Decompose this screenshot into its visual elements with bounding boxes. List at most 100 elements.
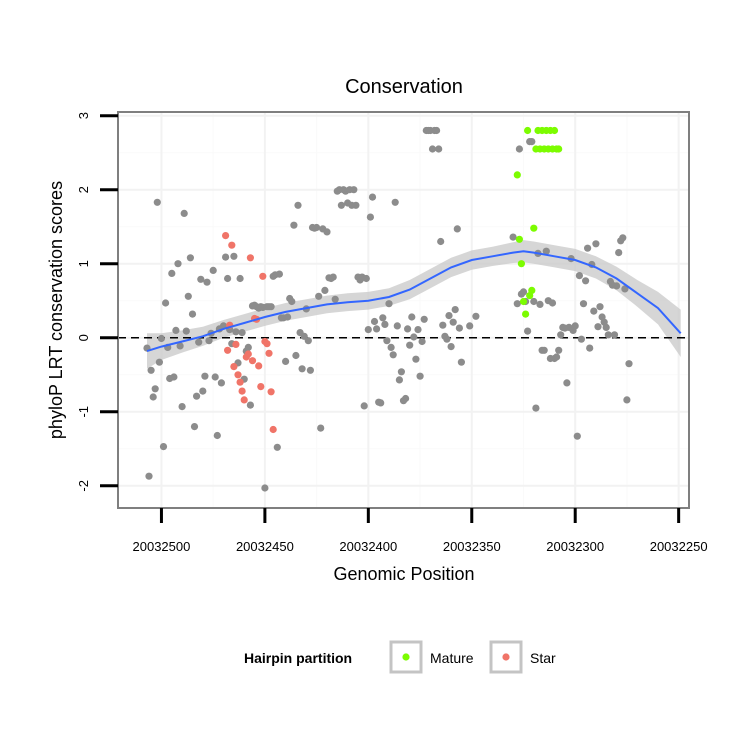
point-other bbox=[199, 387, 207, 395]
point-other bbox=[174, 260, 182, 268]
point-other bbox=[304, 337, 312, 345]
point-mature bbox=[519, 297, 528, 306]
point-other bbox=[519, 288, 528, 296]
point-other bbox=[557, 331, 565, 339]
point-other bbox=[573, 432, 581, 440]
point-other bbox=[457, 358, 465, 366]
point-mature bbox=[524, 126, 532, 135]
point-other bbox=[149, 393, 157, 401]
point-other bbox=[596, 303, 604, 311]
point-mature bbox=[530, 224, 538, 232]
point-other bbox=[509, 233, 517, 241]
point-star bbox=[232, 340, 240, 348]
point-star bbox=[244, 350, 252, 358]
point-other bbox=[582, 277, 590, 285]
point-other bbox=[610, 331, 619, 339]
point-other bbox=[455, 324, 463, 332]
point-other bbox=[211, 373, 219, 381]
point-star bbox=[234, 371, 242, 379]
point-other bbox=[563, 379, 571, 387]
point-star bbox=[248, 357, 257, 365]
legend: Hairpin partition Mature Star bbox=[244, 640, 556, 674]
point-other bbox=[433, 126, 441, 135]
x-axis: 20032500 20032450 20032400 20032350 20032300… bbox=[133, 508, 708, 554]
point-other bbox=[439, 321, 447, 329]
point-other bbox=[515, 145, 524, 153]
x-tick-label: 20032450 bbox=[236, 539, 294, 554]
point-star bbox=[240, 396, 248, 404]
point-other bbox=[321, 286, 329, 294]
point-other bbox=[397, 368, 405, 376]
y-tick-label: 3 bbox=[76, 112, 91, 119]
point-star bbox=[259, 272, 267, 280]
x-tick-label: 20032500 bbox=[133, 539, 191, 554]
x-tick-label: 20032300 bbox=[546, 539, 604, 554]
point-other bbox=[267, 303, 275, 311]
point-other bbox=[408, 313, 416, 321]
point-other bbox=[331, 295, 339, 303]
legend-title: Hairpin partition bbox=[244, 650, 352, 666]
point-other bbox=[532, 404, 540, 412]
point-other bbox=[379, 314, 387, 322]
point-mature bbox=[522, 310, 530, 318]
point-other bbox=[594, 323, 602, 331]
point-other bbox=[602, 323, 610, 331]
point-other bbox=[222, 253, 230, 261]
point-other bbox=[395, 376, 403, 384]
point-other bbox=[377, 399, 385, 407]
point-other bbox=[472, 312, 480, 320]
point-other bbox=[540, 346, 548, 354]
legend-item-star: Star bbox=[489, 640, 556, 674]
point-other bbox=[449, 318, 457, 326]
point-star bbox=[269, 425, 277, 434]
point-other bbox=[385, 300, 393, 308]
point-other bbox=[418, 337, 426, 346]
point-other bbox=[615, 249, 623, 257]
point-other bbox=[393, 322, 401, 330]
point-other bbox=[604, 331, 612, 339]
chart-title: Conservation bbox=[345, 76, 463, 98]
point-other bbox=[261, 484, 269, 492]
point-other bbox=[360, 402, 368, 410]
point-other bbox=[592, 240, 600, 248]
point-other bbox=[162, 299, 170, 307]
point-other bbox=[536, 300, 544, 308]
point-other bbox=[435, 145, 443, 153]
point-other bbox=[157, 334, 165, 343]
legend-key-star bbox=[489, 640, 523, 674]
point-other bbox=[236, 274, 244, 283]
point-other bbox=[625, 360, 633, 368]
x-tick-label: 20032350 bbox=[443, 539, 501, 554]
legend-dot-mature bbox=[402, 653, 410, 661]
point-other bbox=[445, 312, 453, 320]
point-star bbox=[246, 254, 254, 262]
point-mature bbox=[528, 286, 536, 294]
point-star bbox=[228, 241, 236, 249]
point-other bbox=[466, 322, 474, 330]
point-star bbox=[265, 349, 273, 357]
point-other bbox=[443, 335, 451, 343]
x-tick-label: 20032250 bbox=[650, 539, 708, 554]
point-other bbox=[294, 201, 302, 209]
y-tick-label: -1 bbox=[76, 406, 91, 418]
point-other bbox=[170, 373, 178, 381]
point-other bbox=[217, 379, 225, 387]
point-star bbox=[222, 232, 230, 240]
y-axis: -2 -1 0 1 2 3 bbox=[76, 112, 118, 492]
point-other bbox=[453, 225, 461, 233]
point-other bbox=[205, 337, 213, 345]
point-other bbox=[416, 372, 424, 380]
point-other bbox=[155, 358, 163, 366]
y-tick-label: 0 bbox=[76, 334, 91, 341]
point-other bbox=[553, 353, 561, 361]
point-other bbox=[579, 300, 588, 308]
point-other bbox=[350, 186, 358, 194]
point-other bbox=[623, 396, 631, 404]
point-other bbox=[224, 274, 232, 283]
point-other bbox=[530, 297, 538, 306]
point-other bbox=[575, 272, 584, 280]
point-other bbox=[178, 403, 186, 411]
point-other bbox=[412, 355, 420, 363]
point-other bbox=[370, 317, 379, 326]
point-other bbox=[244, 343, 252, 351]
